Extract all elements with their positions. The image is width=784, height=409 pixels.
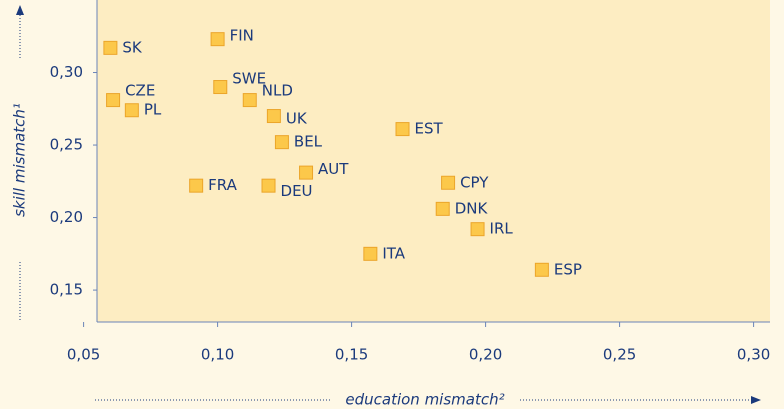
y-tick-label: 0,25 <box>50 136 83 154</box>
x-axis-title: education mismatch² <box>345 391 504 409</box>
point-label: FIN <box>230 27 254 45</box>
marker <box>210 32 225 47</box>
marker <box>299 165 314 180</box>
point-label: ITA <box>382 244 405 262</box>
point-label: DNK <box>455 199 489 217</box>
marker <box>435 201 450 216</box>
point-label: FRA <box>208 176 237 194</box>
x-tick-label: 0,30 <box>737 346 770 364</box>
y-tick-label: 0,30 <box>50 63 83 81</box>
marker <box>470 222 485 237</box>
marker <box>213 80 228 95</box>
point-label: PL <box>144 101 162 119</box>
x-tick-label: 0,15 <box>335 346 368 364</box>
marker <box>189 178 204 193</box>
y-axis-title: skill mismatch¹ <box>11 103 29 217</box>
x-tick-label: 0,25 <box>603 346 636 364</box>
marker <box>534 262 549 277</box>
point-label: NLD <box>262 82 293 100</box>
marker <box>103 40 118 55</box>
x-tick-label: 0,20 <box>469 346 502 364</box>
point-label: AUT <box>318 160 349 178</box>
marker <box>106 93 121 108</box>
point-label: SWE <box>232 70 266 88</box>
marker <box>124 103 139 118</box>
point-label: IRL <box>490 220 514 238</box>
point-label: SK <box>122 38 143 56</box>
point-label: BEL <box>294 133 323 151</box>
point-label: CZE <box>125 82 155 100</box>
marker <box>274 135 289 150</box>
point-label: DEU <box>281 182 313 200</box>
marker <box>441 175 456 190</box>
x-tick-label: 0,10 <box>201 346 234 364</box>
marker <box>261 178 276 193</box>
plot-area <box>97 0 770 322</box>
marker <box>363 246 378 261</box>
marker <box>266 109 281 124</box>
x-tick-label: 0,05 <box>67 346 100 364</box>
marker <box>242 93 257 108</box>
point-label: UK <box>286 110 308 128</box>
y-tick-label: 0,15 <box>50 281 83 299</box>
marker <box>395 122 410 137</box>
point-label: EST <box>415 120 444 138</box>
point-label: ESP <box>554 260 582 278</box>
point-label: CPY <box>460 173 489 191</box>
y-tick-label: 0,20 <box>50 208 83 226</box>
